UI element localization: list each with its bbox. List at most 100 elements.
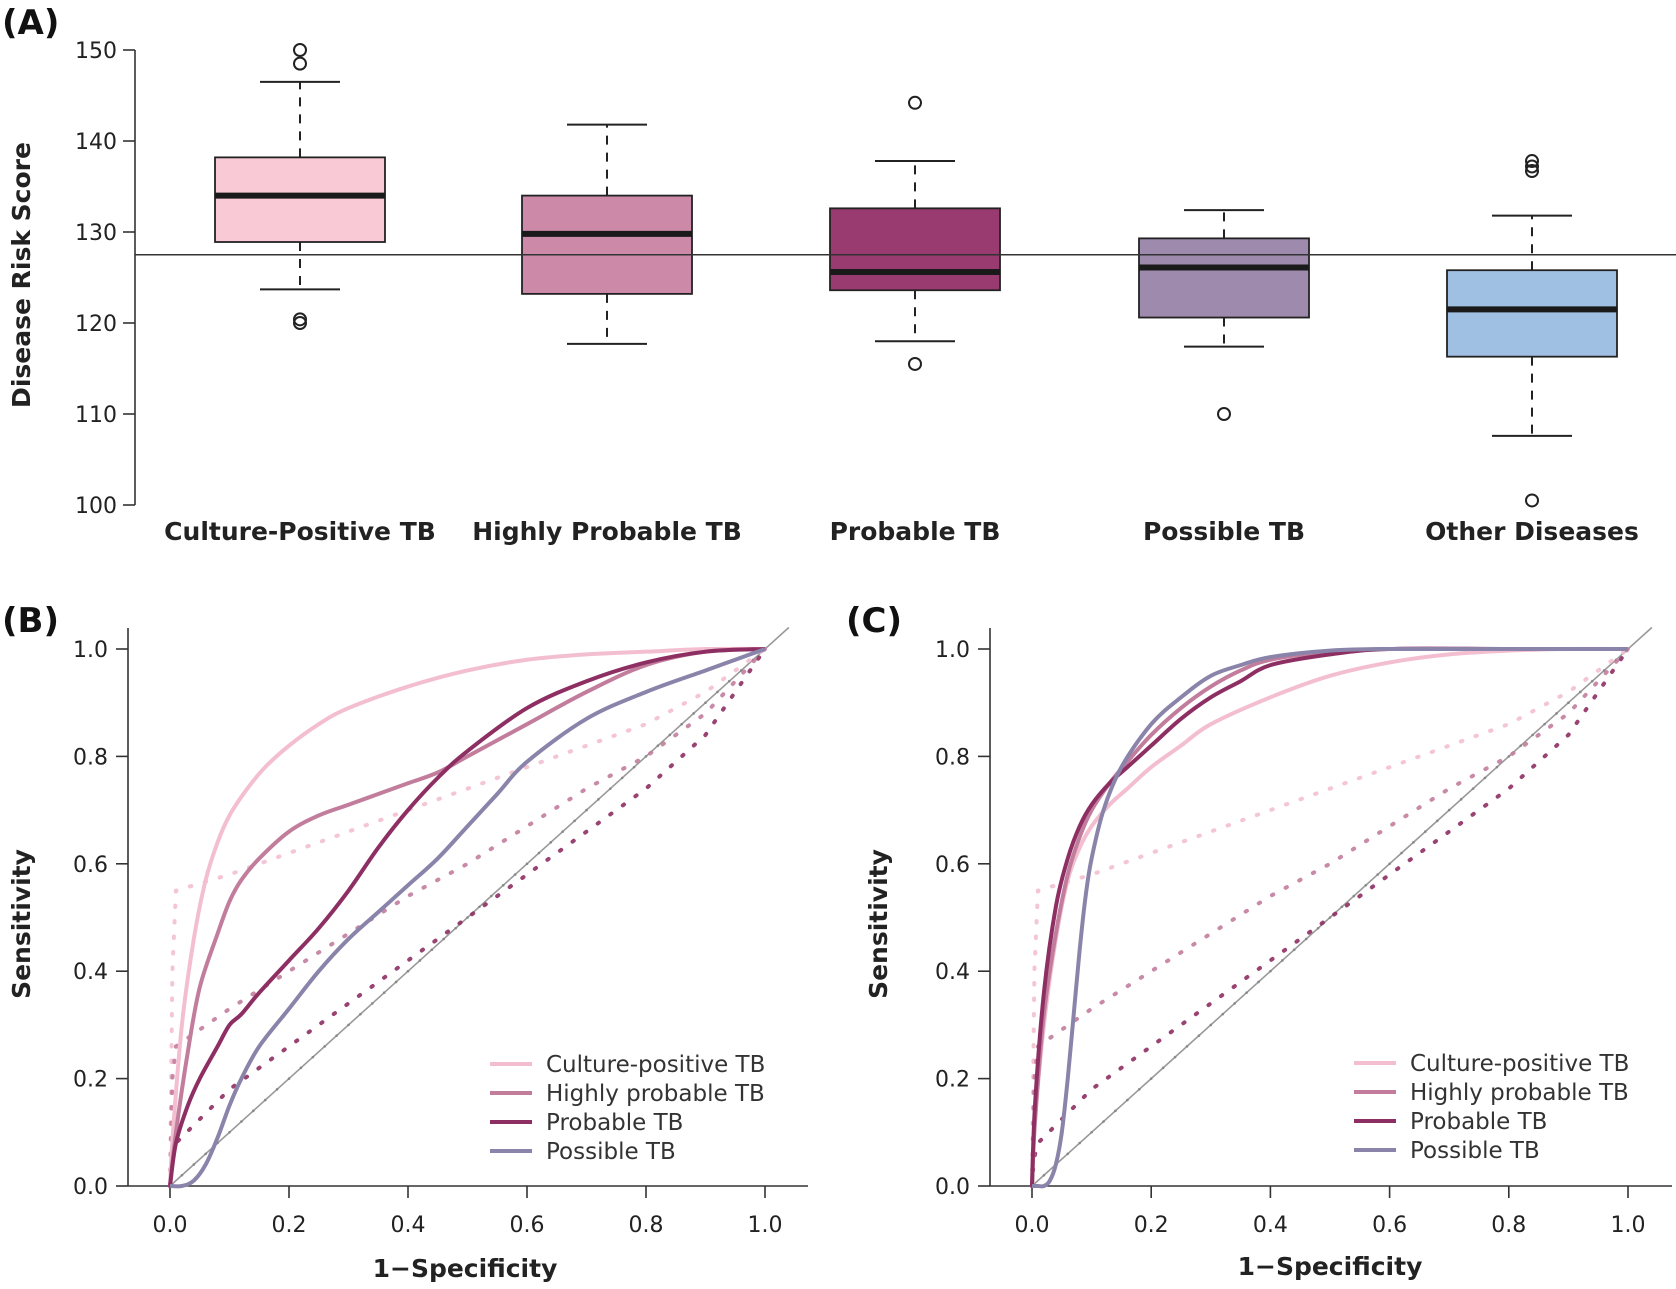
panel-c-diagonal-dot bbox=[1149, 1077, 1153, 1080]
panel-c-diagonal-dot bbox=[1424, 830, 1427, 833]
legend-label: Highly probable TB bbox=[1410, 1080, 1629, 1106]
panel-b-diagonal-dot bbox=[371, 1002, 374, 1005]
panel-a-y-tick-label: 130 bbox=[75, 221, 117, 246]
panel-c-y-tick-label: 1.0 bbox=[935, 638, 970, 663]
panel-b-dotted-curve-0 bbox=[168, 647, 767, 1188]
panel-b-diagonal-dot bbox=[644, 755, 648, 758]
panel-c-diagonal-dot bbox=[1221, 1012, 1225, 1016]
panel-a-boxes bbox=[135, 43, 1676, 508]
panel-c-diagonal-dot bbox=[1483, 776, 1487, 780]
outlier-point bbox=[1217, 407, 1231, 421]
panel-b-x-tick-label: 0.2 bbox=[272, 1213, 307, 1238]
panel-b-y-axis-title: Sensitivity bbox=[7, 849, 36, 999]
panel-b-x-axis-title: 1−Specificity bbox=[373, 1254, 558, 1283]
panel-b-diagonal-dot bbox=[323, 1045, 327, 1048]
category-label: Culture-Positive TB bbox=[164, 517, 436, 546]
panel-b-roc-curve-0 bbox=[168, 646, 766, 1187]
legend-label: Probable TB bbox=[546, 1110, 683, 1136]
panel-c-y-tick-label: 0.6 bbox=[935, 853, 970, 878]
panel-c-diagonal-dot bbox=[1328, 916, 1332, 919]
legend-label: Probable TB bbox=[1410, 1109, 1547, 1135]
panel-b-diagonal-dot bbox=[620, 776, 624, 780]
panel-c-diagonal-dot bbox=[1435, 819, 1439, 823]
panel-c-dotted-curve-1 bbox=[1030, 647, 1630, 1188]
panel-b-diagonal-dot bbox=[418, 959, 422, 962]
panel-c-x-tick-label: 0.4 bbox=[1253, 1213, 1288, 1238]
panel-b-diagonal-dot bbox=[347, 1023, 350, 1027]
legend-label: Culture-positive TB bbox=[546, 1052, 765, 1078]
panel-c-diagonal-dot bbox=[1304, 937, 1308, 941]
panel-b-roc-curve-2 bbox=[168, 647, 766, 1187]
panel-b-diagonal-dot bbox=[632, 765, 636, 769]
panel-c-diagonal-dot bbox=[1042, 1173, 1046, 1177]
outlier-point bbox=[293, 43, 307, 57]
iqr-box bbox=[829, 207, 1001, 292]
iqr-box bbox=[1446, 269, 1618, 358]
panel-c-plot-area: 0.0 0.0 0.2 0.2 0.4 0.4 0.6 0.6 0.8 0.8 1.0 1.0 Cult… bbox=[935, 626, 1672, 1238]
panel-b-diagonal-dot bbox=[668, 733, 672, 737]
panel-c-diagonal-dot bbox=[1137, 1088, 1141, 1091]
panel-c-roc: (C) 0.0 0.0 0.2 0.2 0.4 0.4 0.6 0.6 0.8 0.8 1.0 1.0… bbox=[846, 601, 1672, 1281]
panel-b-diagonal-dot bbox=[585, 808, 588, 812]
panel-c-x-tick-label: 1.0 bbox=[1611, 1213, 1646, 1238]
panel-c-diagonal-dot bbox=[1245, 991, 1248, 994]
panel-b-diagonal-dot bbox=[382, 991, 386, 994]
panel-b-diagonal-dot bbox=[609, 787, 612, 790]
panel-a-y-tick-label: 110 bbox=[75, 403, 117, 428]
panel-b-diagonal-dot bbox=[466, 916, 469, 919]
panel-c-diagonal-dot bbox=[1066, 1152, 1070, 1156]
panel-b-diagonal-dot bbox=[537, 851, 541, 855]
panel-a-boxplot: (A) 100 110 120 130 140 150 Culture-Positive … bbox=[2, 3, 1676, 546]
panel-c-diagonal-dot bbox=[1388, 862, 1391, 866]
panel-b-diagonal-dot bbox=[597, 798, 600, 801]
panel-c-y-tick-label: 0.8 bbox=[935, 745, 970, 770]
panel-b-diagonal-dot bbox=[192, 1163, 196, 1166]
panel-b-diagonal-dot bbox=[240, 1120, 243, 1123]
panel-c-x-tick-label: 0.0 bbox=[1015, 1213, 1050, 1238]
panel-b-diagonal-dot bbox=[454, 926, 457, 930]
panel-b-y-tick-label: 0.4 bbox=[73, 960, 108, 985]
panel-a-category-labels: Culture-Positive TB Highly Probable TB Pro… bbox=[164, 517, 1639, 546]
panel-b-plot-area: 0.0 0.0 0.2 0.2 0.4 0.4 0.6 0.6 0.8 0.8 1.0 1.0 Cult… bbox=[73, 626, 808, 1238]
category-label: Other Diseases bbox=[1425, 517, 1639, 546]
panel-c-diagonal-dot bbox=[1507, 755, 1511, 758]
panel-b-dotted-curve-2 bbox=[168, 647, 767, 1188]
outlier-point bbox=[908, 95, 922, 110]
panel-c-diagonal-dot bbox=[1495, 765, 1499, 769]
panel-c-diagonal-dot bbox=[1316, 926, 1320, 930]
panel-c-x-axis-title: 1−Specificity bbox=[1238, 1252, 1423, 1281]
panel-c-diagonal-dot bbox=[1292, 948, 1296, 952]
panel-b-diagonal-dot bbox=[430, 948, 434, 952]
panel-c-x-tick-label: 0.8 bbox=[1491, 1213, 1526, 1238]
panel-b-y-tick-label: 0.6 bbox=[73, 853, 108, 878]
panel-b-diagonal-dot bbox=[692, 712, 695, 715]
panel-c-diagonal-dot bbox=[1531, 733, 1534, 737]
panel-b-diagonal-dot bbox=[442, 937, 446, 941]
panel-c-diagonal-dot bbox=[1567, 701, 1570, 704]
panel-c-diagonal-dot bbox=[1114, 1109, 1117, 1113]
panel-c-diagonal-dot bbox=[1173, 1055, 1177, 1059]
panel-b-x-tick-label: 0.0 bbox=[153, 1213, 188, 1238]
iqr-box bbox=[1138, 237, 1310, 319]
outlier-point bbox=[1525, 164, 1539, 179]
outlier-point bbox=[293, 312, 307, 327]
panel-b-y-tick-label: 1.0 bbox=[73, 638, 108, 663]
panel-b-diagonal-dot bbox=[561, 830, 564, 833]
panel-b-x-tick-label: 0.4 bbox=[391, 1213, 426, 1238]
panel-b-diagonal-dot bbox=[359, 1012, 362, 1016]
box-1 bbox=[521, 123, 693, 345]
panel-c-diagonal-dot bbox=[1543, 722, 1546, 726]
panel-c-diagonal-dot bbox=[1161, 1066, 1165, 1070]
category-label: Highly Probable TB bbox=[472, 517, 742, 546]
panel-c-diagonal-dot bbox=[1078, 1141, 1081, 1145]
panel-c-diagonal-dot bbox=[1197, 1034, 1201, 1037]
panel-b-diagonal-dot bbox=[549, 841, 553, 844]
box-3 bbox=[1138, 209, 1310, 421]
panel-c-diagonal-dot bbox=[1590, 679, 1594, 683]
panel-b-diagonal-dot bbox=[680, 722, 683, 726]
outlier-point bbox=[1525, 154, 1539, 169]
panel-b-diagonal-dot bbox=[406, 969, 410, 973]
panel-c-diagonal-dot bbox=[1519, 744, 1523, 747]
panel-b-diagonal-dot bbox=[490, 894, 493, 898]
panel-c-x-tick-label: 0.2 bbox=[1134, 1213, 1169, 1238]
